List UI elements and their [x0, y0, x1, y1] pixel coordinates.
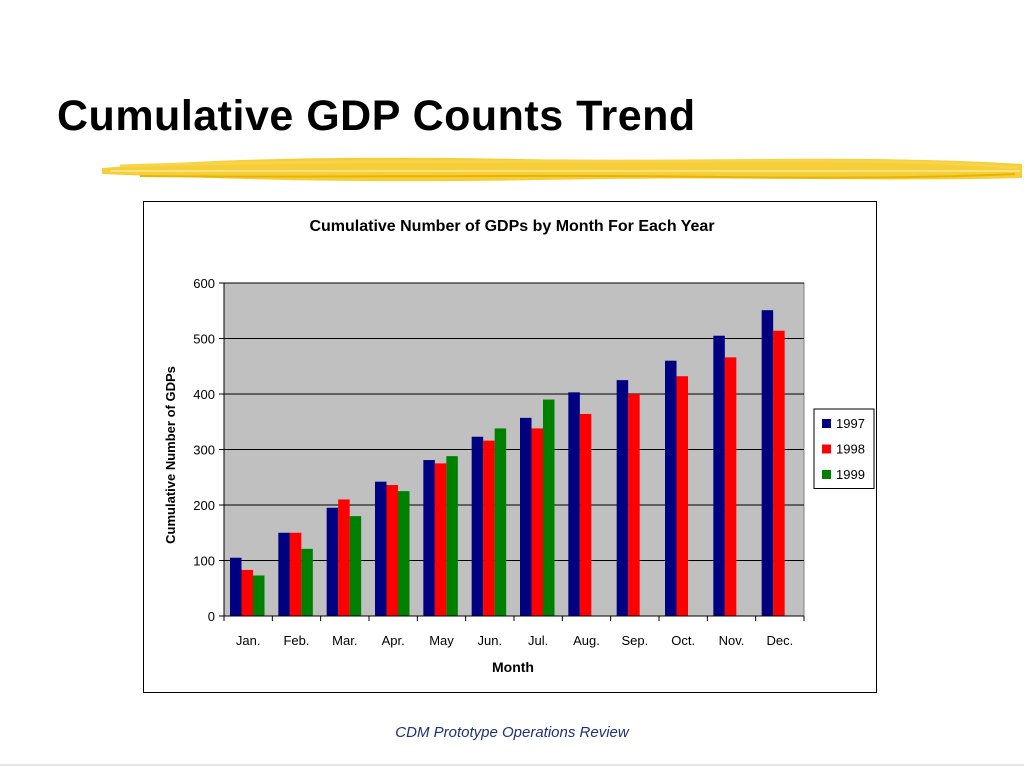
legend-label-1997: 1997 — [836, 416, 865, 431]
bar-1999-feb — [301, 548, 313, 616]
bar-1997-mar — [326, 507, 339, 616]
bar-1998-oct — [676, 376, 688, 616]
x-tick-label: Jan. — [236, 633, 261, 648]
y-tick-label: 0 — [208, 609, 215, 624]
chart-title: Cumulative Number of GDPs by Month For E… — [309, 218, 715, 235]
bar-1999-apr — [398, 491, 410, 616]
x-tick-label: Jun. — [478, 633, 503, 648]
x-axis-label: Month — [492, 659, 534, 675]
bottom-divider — [0, 764, 1024, 766]
y-tick-label: 400 — [193, 387, 215, 402]
bar-1998-nov — [724, 357, 737, 616]
legend-swatch-1998 — [822, 444, 831, 454]
yellow-brush-stroke — [102, 157, 1022, 182]
x-tick-label: Jul. — [528, 633, 548, 648]
bar-1997-feb — [278, 532, 290, 616]
y-tick-label: 100 — [193, 554, 215, 569]
x-tick-label: Aug. — [573, 633, 600, 648]
y-tick-label: 200 — [193, 498, 215, 513]
bar-1999-may — [446, 456, 458, 616]
legend-swatch-1997 — [822, 419, 831, 428]
bar-1999-jul — [543, 399, 555, 616]
legend-swatch-1999 — [822, 470, 831, 479]
slide-title: Cumulative GDP Counts Trend — [57, 92, 696, 140]
bar-1999-jun — [494, 428, 507, 616]
bar-1998-jan — [241, 569, 253, 616]
bar-1997-sep — [616, 380, 629, 616]
bar-1998-may — [434, 463, 447, 616]
gridlines — [219, 282, 804, 617]
bar-1998-aug — [579, 413, 592, 616]
legend: 1997 1998 1999 — [813, 408, 875, 489]
legend-label-1998: 1998 — [836, 442, 865, 457]
x-tick-label: Apr. — [382, 633, 405, 648]
bar-1997-dec — [761, 310, 774, 616]
x-tick-label: Mar. — [332, 633, 357, 648]
bar-1998-feb — [289, 532, 302, 616]
bar-1999-jan — [253, 575, 265, 616]
y-tick-label: 500 — [193, 332, 215, 347]
footer-text: CDM Prototype Operations Review — [395, 724, 629, 741]
bars — [230, 310, 785, 616]
bar-1998-jul — [531, 428, 543, 616]
legend-label-1999: 1999 — [836, 467, 865, 482]
x-tick-label: Sep. — [621, 633, 648, 648]
x-tick-label: May — [429, 633, 454, 648]
y-tick-label: 600 — [193, 276, 215, 291]
y-axis-label: Cumulative Number of GDPs — [163, 366, 178, 544]
bar-1997-jul — [520, 417, 532, 616]
bar-1997-jan — [230, 557, 242, 616]
bar-1997-may — [423, 460, 435, 616]
bar-1998-sep — [628, 394, 640, 616]
x-tick-label: Feb. — [283, 633, 309, 648]
bar-1997-nov — [713, 335, 725, 616]
y-tick-label: 300 — [193, 443, 215, 458]
bar-1999-mar — [349, 516, 362, 616]
x-tick-label: Dec. — [766, 633, 793, 648]
x-tick-label: Oct. — [671, 633, 695, 648]
bar-1998-apr — [386, 485, 398, 616]
x-tick-labels: Jan. Feb. Mar. Apr. May Jun. Jul. Aug. Sep. Oct. N… — [236, 633, 793, 648]
x-tick-label: Nov. — [719, 633, 745, 648]
bar-1997-oct — [665, 360, 677, 616]
bar-1997-aug — [568, 392, 580, 616]
bar-1997-apr — [375, 481, 387, 616]
bar-1998-mar — [338, 499, 350, 616]
y-tick-labels: 0 100 200 300 400 500 600 — [193, 276, 215, 624]
bar-1997-jun — [471, 436, 484, 616]
bar-1998-dec — [773, 330, 785, 616]
axes — [223, 283, 805, 621]
bar-1998-jun — [483, 440, 495, 616]
